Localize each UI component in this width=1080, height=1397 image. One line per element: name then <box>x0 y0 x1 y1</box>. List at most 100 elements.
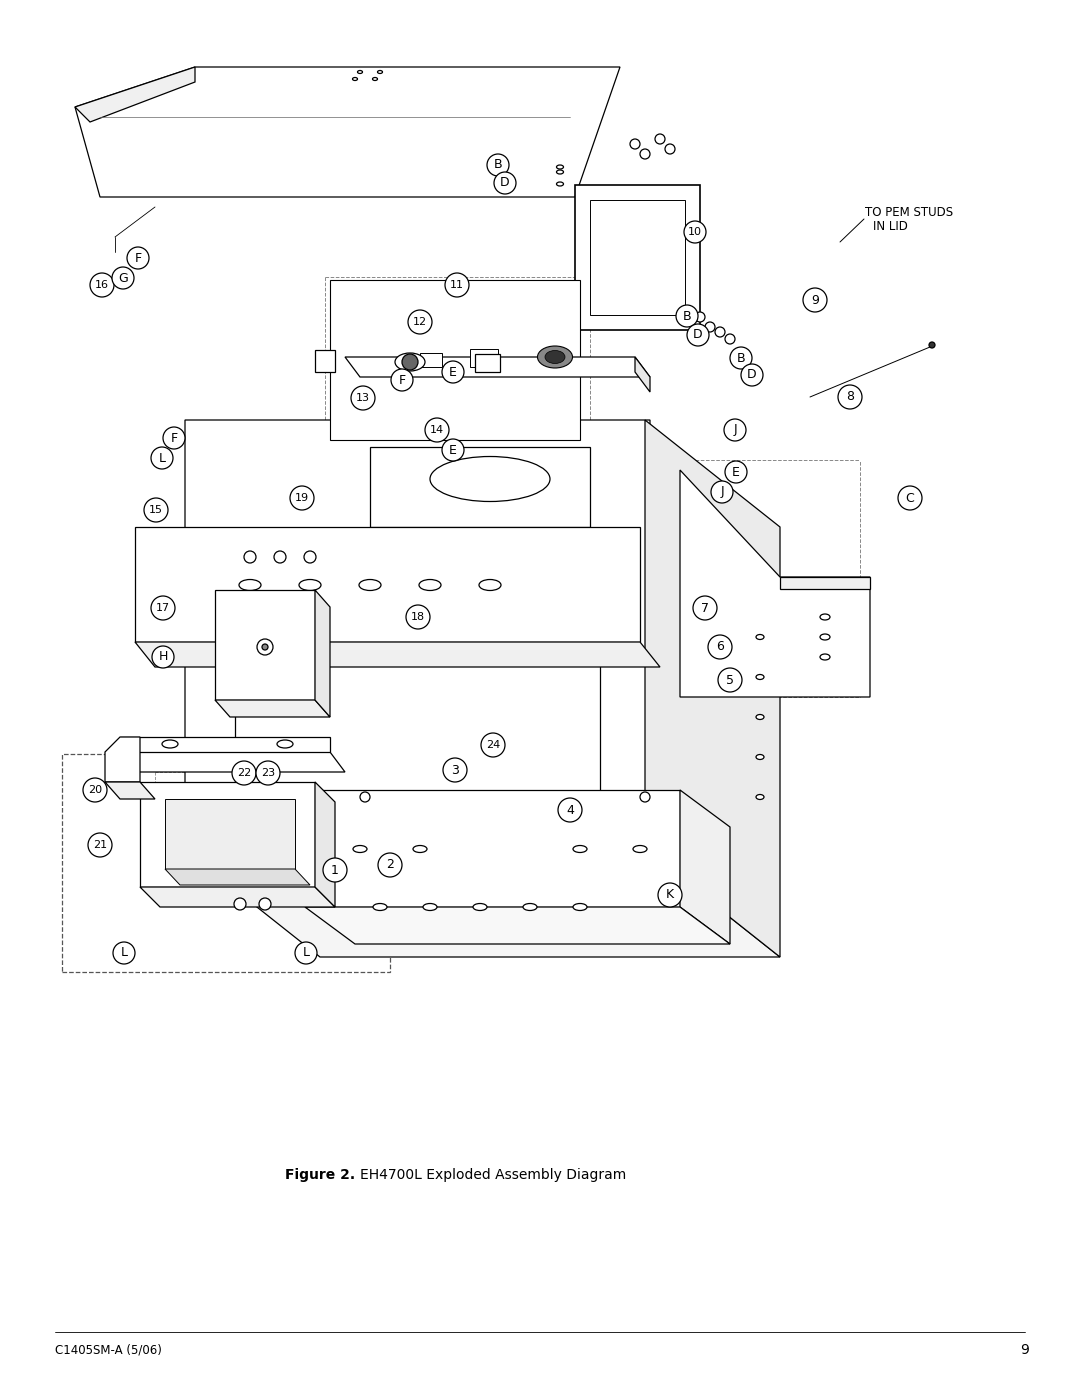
Circle shape <box>426 418 449 441</box>
Polygon shape <box>305 907 730 944</box>
Polygon shape <box>140 887 335 907</box>
Polygon shape <box>215 590 315 700</box>
Ellipse shape <box>756 714 764 719</box>
Text: C: C <box>906 492 915 504</box>
Circle shape <box>244 550 256 563</box>
Ellipse shape <box>299 580 321 591</box>
Circle shape <box>687 324 708 346</box>
Polygon shape <box>345 358 650 377</box>
Circle shape <box>658 883 681 907</box>
Text: B: B <box>737 352 745 365</box>
Circle shape <box>442 439 464 461</box>
Polygon shape <box>315 590 330 717</box>
Text: 23: 23 <box>261 768 275 778</box>
Text: 1: 1 <box>332 863 339 876</box>
Ellipse shape <box>430 457 550 502</box>
Polygon shape <box>75 67 620 197</box>
Text: 17: 17 <box>156 604 170 613</box>
Text: L: L <box>121 947 127 960</box>
Ellipse shape <box>276 740 293 747</box>
Ellipse shape <box>820 615 831 620</box>
Ellipse shape <box>413 845 427 852</box>
Polygon shape <box>135 643 660 666</box>
Ellipse shape <box>359 580 381 591</box>
Text: F: F <box>171 432 177 444</box>
Polygon shape <box>305 789 680 907</box>
Text: E: E <box>449 443 457 457</box>
Text: 13: 13 <box>356 393 370 402</box>
Ellipse shape <box>556 170 564 175</box>
Text: K: K <box>666 888 674 901</box>
Circle shape <box>151 597 175 620</box>
Polygon shape <box>215 700 330 717</box>
Circle shape <box>929 342 935 348</box>
Text: C1405SM-A (5/06): C1405SM-A (5/06) <box>55 1344 162 1356</box>
Text: 24: 24 <box>486 740 500 750</box>
Ellipse shape <box>573 845 588 852</box>
Circle shape <box>665 144 675 154</box>
Polygon shape <box>315 782 335 907</box>
Polygon shape <box>780 577 870 590</box>
Circle shape <box>87 833 112 856</box>
Circle shape <box>391 369 413 391</box>
Polygon shape <box>185 420 650 849</box>
Ellipse shape <box>556 165 564 169</box>
Circle shape <box>696 312 705 321</box>
Ellipse shape <box>473 904 487 911</box>
Text: E: E <box>449 366 457 379</box>
Text: 18: 18 <box>410 612 426 622</box>
Circle shape <box>274 550 286 563</box>
Text: 15: 15 <box>149 504 163 515</box>
Circle shape <box>558 798 582 821</box>
Circle shape <box>351 386 375 409</box>
Circle shape <box>487 154 509 176</box>
Circle shape <box>113 942 135 964</box>
Text: 7: 7 <box>701 602 708 615</box>
Ellipse shape <box>573 904 588 911</box>
Polygon shape <box>635 358 650 393</box>
Circle shape <box>676 305 698 327</box>
Text: F: F <box>399 373 406 387</box>
Polygon shape <box>75 67 195 122</box>
Circle shape <box>402 353 418 370</box>
Text: 2: 2 <box>386 859 394 872</box>
Text: 21: 21 <box>93 840 107 849</box>
Polygon shape <box>140 782 315 887</box>
Text: TO PEM STUDS: TO PEM STUDS <box>865 205 954 218</box>
Polygon shape <box>135 527 640 643</box>
Text: 22: 22 <box>237 768 252 778</box>
Text: D: D <box>500 176 510 190</box>
Ellipse shape <box>820 654 831 659</box>
Text: D: D <box>693 328 703 341</box>
Circle shape <box>259 898 271 909</box>
Circle shape <box>408 310 432 334</box>
Circle shape <box>442 360 464 383</box>
Polygon shape <box>105 782 156 799</box>
Circle shape <box>112 267 134 289</box>
Text: 16: 16 <box>95 279 109 291</box>
Ellipse shape <box>395 353 426 372</box>
Circle shape <box>693 597 717 620</box>
Text: L: L <box>159 451 165 464</box>
Circle shape <box>725 461 747 483</box>
Ellipse shape <box>756 675 764 679</box>
Ellipse shape <box>352 77 357 81</box>
Text: D: D <box>747 369 757 381</box>
Ellipse shape <box>357 70 363 74</box>
Circle shape <box>640 792 650 802</box>
Text: 10: 10 <box>688 226 702 237</box>
Circle shape <box>838 386 862 409</box>
Ellipse shape <box>756 795 764 799</box>
Polygon shape <box>120 738 330 752</box>
Ellipse shape <box>419 580 441 591</box>
Circle shape <box>684 221 706 243</box>
Circle shape <box>804 288 827 312</box>
Ellipse shape <box>545 351 565 363</box>
Circle shape <box>730 346 752 369</box>
Text: 3: 3 <box>451 764 459 777</box>
Ellipse shape <box>373 77 378 81</box>
Circle shape <box>360 792 370 802</box>
Circle shape <box>256 761 280 785</box>
Bar <box>62 754 390 972</box>
Circle shape <box>144 497 168 522</box>
